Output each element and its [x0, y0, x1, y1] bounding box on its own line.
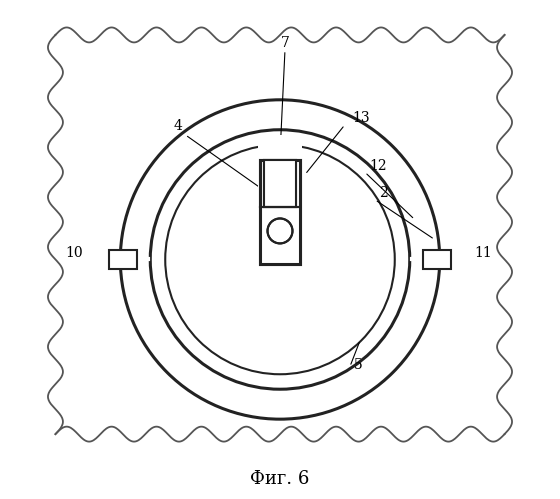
- Bar: [264, 160, 296, 207]
- Bar: [264, 160, 296, 207]
- Text: 7: 7: [281, 36, 290, 50]
- Text: 12: 12: [369, 159, 386, 173]
- Text: Фиг. 6: Фиг. 6: [250, 470, 310, 488]
- Bar: [260, 160, 300, 264]
- Text: 10: 10: [66, 246, 83, 260]
- Text: 11: 11: [475, 246, 492, 260]
- Text: 2: 2: [379, 186, 388, 200]
- Bar: [258, 135, 302, 264]
- Text: 5: 5: [354, 358, 363, 372]
- Text: 4: 4: [173, 119, 182, 133]
- Text: 13: 13: [352, 111, 370, 125]
- Bar: [423, 250, 451, 269]
- Bar: [109, 250, 137, 269]
- Bar: [260, 160, 300, 264]
